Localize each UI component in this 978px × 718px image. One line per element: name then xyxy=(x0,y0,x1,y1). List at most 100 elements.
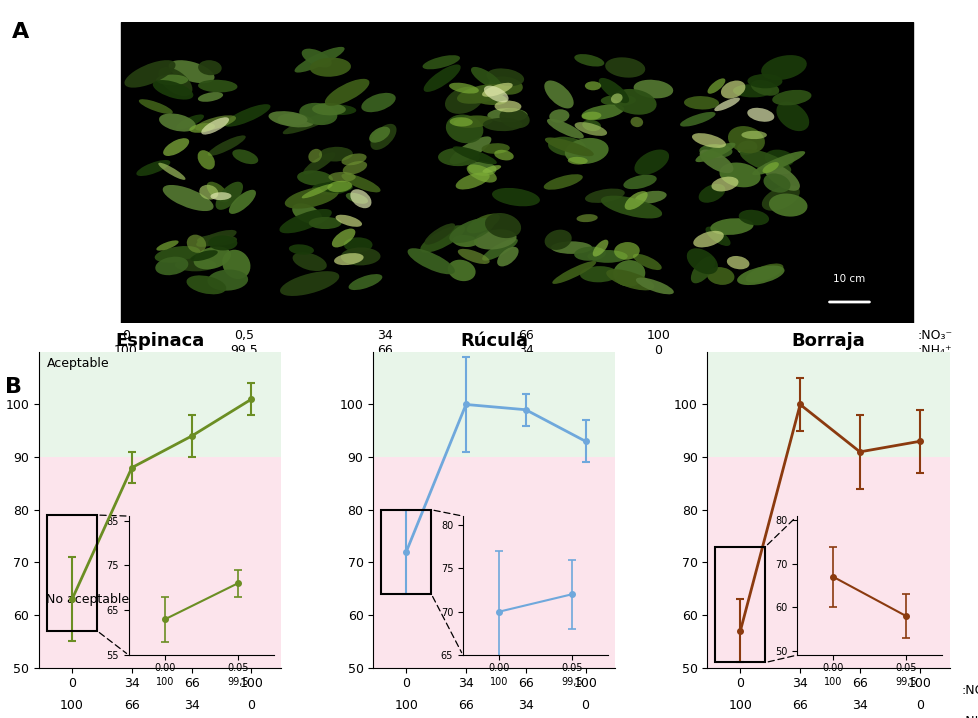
Ellipse shape xyxy=(197,235,237,246)
Ellipse shape xyxy=(312,103,345,116)
Bar xyxy=(39,457,281,668)
Ellipse shape xyxy=(201,117,229,134)
Ellipse shape xyxy=(574,122,606,136)
Ellipse shape xyxy=(222,250,250,279)
Ellipse shape xyxy=(158,163,186,180)
Ellipse shape xyxy=(206,182,229,202)
Ellipse shape xyxy=(600,95,635,106)
Ellipse shape xyxy=(156,256,188,275)
Ellipse shape xyxy=(714,98,739,111)
Ellipse shape xyxy=(301,49,332,67)
Ellipse shape xyxy=(573,246,605,261)
Ellipse shape xyxy=(736,266,783,285)
Ellipse shape xyxy=(452,146,496,164)
Text: 34: 34 xyxy=(184,699,200,712)
Ellipse shape xyxy=(455,172,489,190)
FancyBboxPatch shape xyxy=(121,22,912,323)
Ellipse shape xyxy=(340,248,380,266)
Ellipse shape xyxy=(467,164,496,182)
Ellipse shape xyxy=(187,276,226,294)
Ellipse shape xyxy=(229,190,255,214)
Ellipse shape xyxy=(195,116,236,131)
Ellipse shape xyxy=(698,144,732,158)
Ellipse shape xyxy=(624,191,647,210)
Text: A: A xyxy=(12,22,29,42)
Ellipse shape xyxy=(494,101,521,112)
Ellipse shape xyxy=(482,118,522,131)
Ellipse shape xyxy=(746,74,781,88)
Ellipse shape xyxy=(312,182,348,195)
Ellipse shape xyxy=(482,238,517,261)
Ellipse shape xyxy=(584,81,600,90)
Ellipse shape xyxy=(467,162,496,176)
Ellipse shape xyxy=(548,136,586,157)
Ellipse shape xyxy=(296,170,333,186)
Ellipse shape xyxy=(549,109,569,123)
Ellipse shape xyxy=(156,75,188,85)
Ellipse shape xyxy=(564,138,608,164)
Ellipse shape xyxy=(604,57,645,78)
Text: 0: 0 xyxy=(581,699,589,712)
Text: 100: 100 xyxy=(113,344,138,357)
Ellipse shape xyxy=(279,209,332,233)
Text: :NH₄⁺: :NH₄⁺ xyxy=(916,344,952,357)
Ellipse shape xyxy=(369,126,390,143)
Ellipse shape xyxy=(449,117,472,126)
Ellipse shape xyxy=(733,84,771,98)
Text: 0,5: 0,5 xyxy=(234,330,253,342)
Ellipse shape xyxy=(772,90,811,106)
Ellipse shape xyxy=(611,89,656,115)
Ellipse shape xyxy=(481,143,510,154)
Ellipse shape xyxy=(763,174,789,192)
Title: Rúcula: Rúcula xyxy=(460,332,528,350)
Ellipse shape xyxy=(706,267,734,285)
Ellipse shape xyxy=(585,189,624,203)
Text: 34: 34 xyxy=(517,699,533,712)
Ellipse shape xyxy=(198,92,223,102)
Ellipse shape xyxy=(492,188,540,206)
Ellipse shape xyxy=(341,154,366,165)
Ellipse shape xyxy=(327,181,352,192)
Text: 66: 66 xyxy=(791,699,807,712)
Ellipse shape xyxy=(488,76,522,95)
Ellipse shape xyxy=(543,174,582,190)
Ellipse shape xyxy=(407,248,455,274)
Ellipse shape xyxy=(680,112,715,126)
Ellipse shape xyxy=(168,60,214,83)
Ellipse shape xyxy=(760,55,806,80)
Ellipse shape xyxy=(635,191,666,204)
Ellipse shape xyxy=(605,269,653,290)
Ellipse shape xyxy=(449,83,478,93)
Ellipse shape xyxy=(294,47,344,73)
Ellipse shape xyxy=(196,230,237,247)
Ellipse shape xyxy=(158,67,193,96)
Ellipse shape xyxy=(198,60,221,75)
Ellipse shape xyxy=(162,185,213,211)
Ellipse shape xyxy=(581,105,624,120)
Ellipse shape xyxy=(215,182,243,210)
Text: 99,5: 99,5 xyxy=(230,344,257,357)
Ellipse shape xyxy=(156,241,178,251)
Ellipse shape xyxy=(232,149,258,164)
Bar xyxy=(47,515,97,631)
Ellipse shape xyxy=(613,242,639,260)
Text: 100: 100 xyxy=(394,699,418,712)
Ellipse shape xyxy=(633,80,673,98)
Ellipse shape xyxy=(630,117,643,127)
Ellipse shape xyxy=(189,123,215,133)
Ellipse shape xyxy=(277,113,307,126)
Ellipse shape xyxy=(124,60,175,88)
Text: :NO₃⁻: :NO₃⁻ xyxy=(960,684,978,696)
Ellipse shape xyxy=(720,80,744,98)
Ellipse shape xyxy=(600,195,661,218)
Ellipse shape xyxy=(623,174,656,189)
Ellipse shape xyxy=(691,133,726,148)
Text: B: B xyxy=(5,377,22,397)
Ellipse shape xyxy=(484,213,520,238)
Ellipse shape xyxy=(582,120,600,131)
Ellipse shape xyxy=(457,84,507,104)
Bar xyxy=(380,510,431,594)
Ellipse shape xyxy=(319,181,353,192)
Ellipse shape xyxy=(551,241,592,254)
Ellipse shape xyxy=(341,174,380,192)
